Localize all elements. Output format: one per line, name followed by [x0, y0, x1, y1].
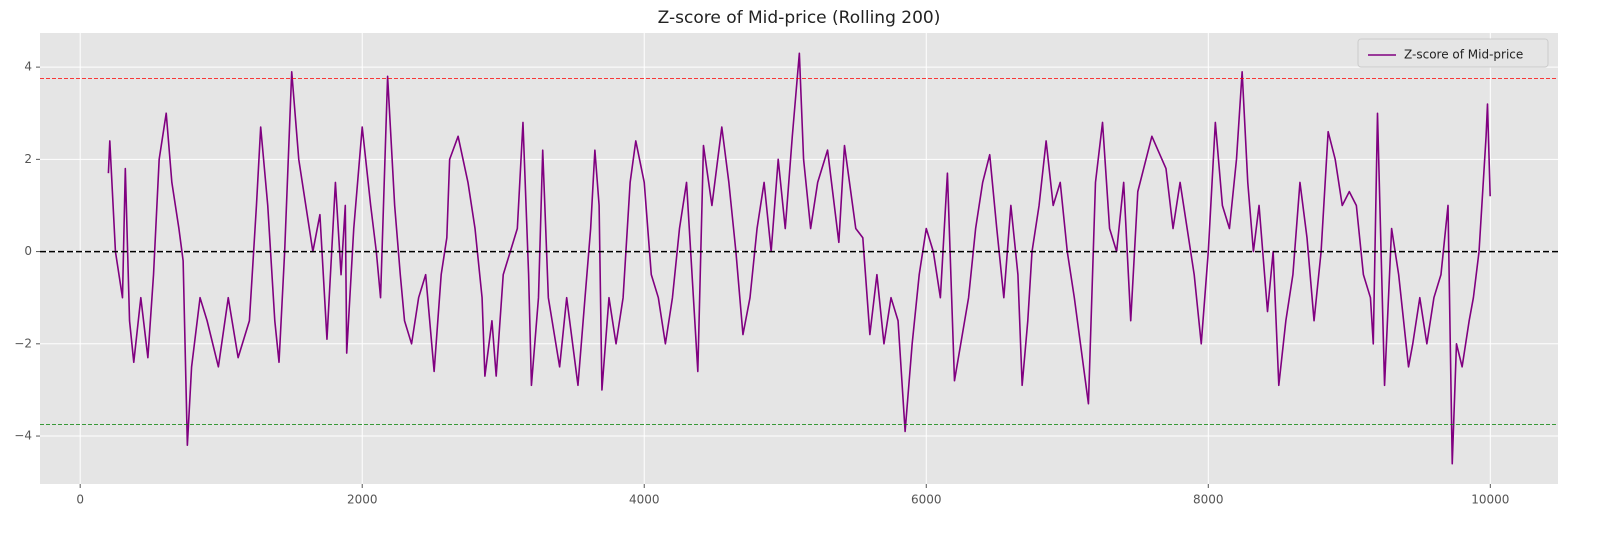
y-tick-label: 2: [24, 152, 32, 166]
x-tick-label: 4000: [629, 493, 660, 507]
y-tick-label: −2: [14, 336, 32, 350]
legend-label: Z-score of Mid-price: [1404, 48, 1523, 62]
y-tick-label: 4: [24, 60, 32, 74]
x-tick-label: 6000: [911, 493, 942, 507]
plot-area: [40, 33, 1558, 484]
x-tick-label: 2000: [347, 493, 378, 507]
legend-box: [1357, 38, 1549, 68]
x-tick-label: 8000: [1193, 493, 1224, 507]
x-tick-label: 10000: [1471, 493, 1509, 507]
y-tick-label: −4: [14, 429, 32, 443]
chart-title: Z-score of Mid-price (Rolling 200): [658, 8, 941, 28]
x-tick-label: 0: [76, 493, 84, 507]
data-line: [107, 52, 1491, 465]
y-tick-label: 0: [24, 244, 32, 258]
